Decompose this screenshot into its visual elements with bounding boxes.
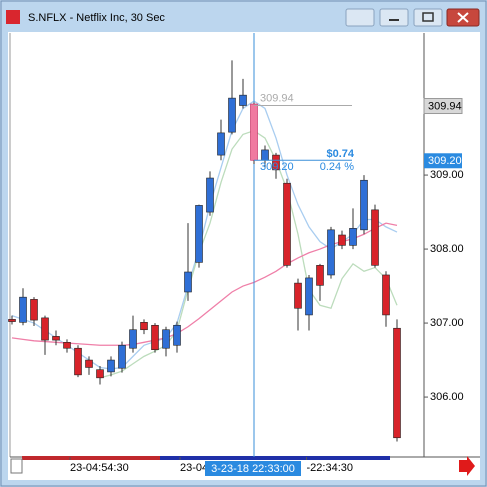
candle-body xyxy=(74,347,82,376)
candle-body xyxy=(250,103,258,161)
candle-body xyxy=(118,344,126,369)
candle-body xyxy=(52,336,60,341)
price-box xyxy=(423,98,463,115)
candle-body xyxy=(272,154,280,171)
price-box-label: 309.94 xyxy=(428,100,462,112)
candle-body xyxy=(195,205,203,263)
candle-body xyxy=(63,342,71,349)
candle-body xyxy=(327,229,335,276)
measure-from-label: 309.94 xyxy=(260,92,294,104)
window-title: S.NFLX - Netflix Inc, 30 Sec xyxy=(28,12,165,24)
link-button[interactable] xyxy=(345,8,375,27)
cursor-label-box xyxy=(205,461,301,476)
candle-body xyxy=(96,369,104,379)
measure-change: $0.74 xyxy=(326,148,354,160)
candle-body xyxy=(393,327,401,439)
candle-body xyxy=(206,177,214,213)
candle-body xyxy=(85,359,93,368)
measure-to-label: 309.20 xyxy=(260,161,294,173)
candle-body xyxy=(19,296,27,323)
candle-body xyxy=(261,149,269,161)
chart-area xyxy=(8,32,480,480)
x-tick-label: 23-04:54:30 xyxy=(70,462,129,474)
candle-body xyxy=(184,271,192,293)
candle-body xyxy=(283,182,291,266)
y-tick-label: 306.00 xyxy=(430,391,464,403)
price-box xyxy=(424,153,462,169)
app-icon xyxy=(6,10,20,24)
x-tick-label: -22:34:30 xyxy=(307,462,353,474)
candle-body xyxy=(294,282,302,309)
candle-body xyxy=(360,179,368,231)
candle-body xyxy=(382,274,390,316)
scroll-bar-left[interactable] xyxy=(22,456,160,460)
candle-body xyxy=(129,329,137,349)
x-tick-label: 23-04 xyxy=(180,462,208,474)
candle-body xyxy=(162,329,170,349)
y-tick-label: 307.00 xyxy=(430,317,464,329)
scroll-bar-right[interactable] xyxy=(160,456,390,460)
candle-body xyxy=(8,319,16,322)
scroll-arrow[interactable] xyxy=(459,456,475,476)
plot: 306.00 307.00 308.00 309.00 309.94 $0.74 309.2… xyxy=(8,33,464,476)
candle-body xyxy=(140,322,148,331)
candle-body xyxy=(371,209,379,266)
price-box-label: 309.20 xyxy=(428,155,462,167)
moving-average xyxy=(99,129,398,379)
candle-body xyxy=(316,265,324,286)
candle-body xyxy=(217,132,225,156)
minimize-button[interactable] xyxy=(379,8,409,27)
y-tick-label: 309.00 xyxy=(430,169,464,181)
title-buttons xyxy=(345,8,480,27)
candle-body xyxy=(151,324,159,351)
candle-body xyxy=(30,299,38,321)
candle-body xyxy=(349,228,357,246)
checkbox[interactable] xyxy=(10,458,23,474)
maximize-button[interactable] xyxy=(413,8,443,27)
candle-body xyxy=(228,97,236,133)
cursor-label: 3-23-18 22:33:00 xyxy=(211,463,295,475)
measure-percent: 0.24 % xyxy=(320,161,354,173)
candle-body xyxy=(305,277,313,316)
candle-body xyxy=(41,317,49,341)
candle-body xyxy=(173,324,181,346)
y-tick-label: 308.00 xyxy=(430,243,464,255)
candle-body xyxy=(239,94,247,106)
candle-body xyxy=(338,234,346,246)
candle-body xyxy=(107,359,115,373)
